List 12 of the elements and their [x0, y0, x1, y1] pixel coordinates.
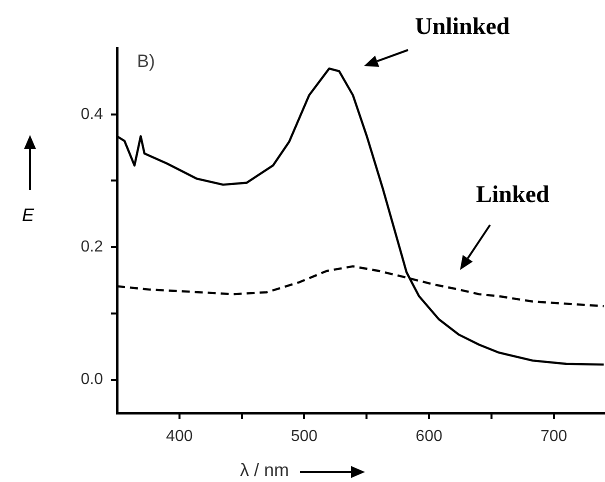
x-tick-label: 500: [290, 428, 318, 446]
x-axis-title: λ / nm: [240, 460, 290, 481]
y-tick-label: 0.2: [80, 238, 104, 256]
y-tick-label: 0.4: [80, 106, 104, 123]
annotation: B): [137, 50, 155, 71]
text: Linked: [476, 182, 550, 209]
y-tick-label: 0.0: [80, 371, 104, 388]
x-tick-label: 700: [540, 428, 568, 446]
x-tick-label: 600: [416, 428, 442, 446]
x-tick-label: 400: [166, 428, 193, 446]
y-axis-title: E: [22, 205, 34, 226]
text: Unlinked: [415, 14, 510, 41]
